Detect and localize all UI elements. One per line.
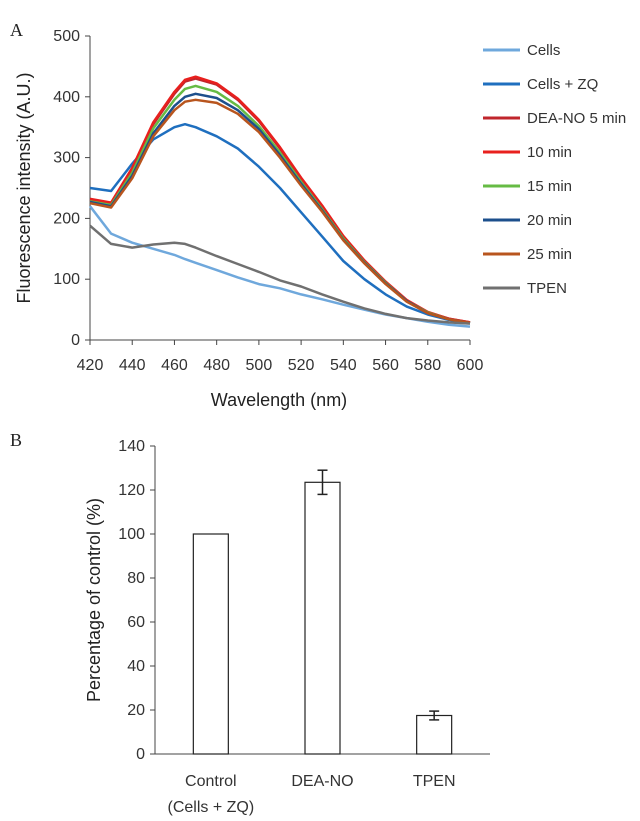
bar bbox=[192, 533, 229, 755]
y-tick-label: 200 bbox=[53, 210, 80, 227]
legend-label: 20 min bbox=[527, 212, 572, 229]
legend-label: DEA-NO 5 min bbox=[527, 110, 626, 127]
x-tick-label: 460 bbox=[161, 357, 188, 374]
bar-chart-ticks: 0 20 40 60 80 100 120 140 bbox=[118, 438, 155, 763]
series-line-3 bbox=[89, 75, 471, 324]
x-tick-label: 580 bbox=[414, 357, 441, 374]
series-line-6 bbox=[89, 98, 471, 325]
series-line-1 bbox=[89, 122, 471, 325]
y-tick-label: 400 bbox=[53, 89, 80, 106]
y-tick-label: 500 bbox=[53, 28, 80, 45]
line-chart-ticks: 0 100 200 300 400 500 420 440 460 480 500 520 540 560… bbox=[53, 28, 483, 374]
legend-label: 10 min bbox=[527, 144, 572, 161]
x-tick-label: 520 bbox=[288, 357, 315, 374]
y-tick-label: 300 bbox=[53, 150, 80, 167]
y-tick-label: 20 bbox=[127, 702, 145, 719]
y-tick-label: 0 bbox=[71, 332, 80, 349]
y-tick-label: 140 bbox=[118, 438, 145, 455]
y-tick-label: 80 bbox=[127, 570, 145, 587]
bar-chart-y-axis-title: Percentage of control (%) bbox=[84, 498, 104, 702]
panel-label-b: B bbox=[10, 430, 22, 450]
legend-label: 25 min bbox=[527, 246, 572, 263]
x-category-label: TPEN bbox=[413, 773, 456, 790]
legend-label: Cells + ZQ bbox=[527, 76, 598, 93]
line-chart: 0 100 200 300 400 500 420 440 460 480 500 520 540 560… bbox=[14, 28, 626, 410]
series-line-2 bbox=[89, 77, 471, 324]
line-chart-series bbox=[89, 75, 471, 328]
legend-label: TPEN bbox=[527, 280, 567, 297]
x-tick-label: 500 bbox=[246, 357, 273, 374]
y-tick-label: 100 bbox=[118, 526, 145, 543]
x-category-label-line2: (Cells + ZQ) bbox=[167, 799, 254, 816]
y-tick-label: 120 bbox=[118, 482, 145, 499]
x-tick-label: 540 bbox=[330, 357, 357, 374]
y-tick-label: 0 bbox=[136, 746, 145, 763]
line-chart-x-axis-title: Wavelength (nm) bbox=[211, 390, 347, 410]
x-tick-label: 420 bbox=[77, 357, 104, 374]
bar-chart-bars: Control (Cells + ZQ) DEA-NO TPEN bbox=[167, 469, 456, 816]
bar-chart: 0 20 40 60 80 100 120 140 Control (Cells + ZQ) DE… bbox=[84, 438, 490, 816]
x-category-label: DEA-NO bbox=[291, 773, 353, 790]
x-tick-label: 600 bbox=[457, 357, 484, 374]
x-category-label: Control bbox=[185, 773, 237, 790]
x-tick-label: 440 bbox=[119, 357, 146, 374]
y-tick-label: 100 bbox=[53, 271, 80, 288]
legend-label: 15 min bbox=[527, 178, 572, 195]
y-tick-label: 40 bbox=[127, 658, 145, 675]
line-chart-y-axis-title: Fluorescence intensity (A.U.) bbox=[14, 72, 34, 303]
bar bbox=[304, 481, 341, 755]
bar bbox=[416, 714, 453, 755]
panel-label-a: A bbox=[10, 20, 23, 40]
line-chart-legend: Cells Cells + ZQ DEA-NO 5 min 10 min 15 min 2… bbox=[483, 42, 626, 297]
x-tick-label: 560 bbox=[372, 357, 399, 374]
legend-label: Cells bbox=[527, 42, 560, 59]
y-tick-label: 60 bbox=[127, 614, 145, 631]
x-tick-label: 480 bbox=[203, 357, 230, 374]
series-line-7 bbox=[89, 224, 471, 325]
